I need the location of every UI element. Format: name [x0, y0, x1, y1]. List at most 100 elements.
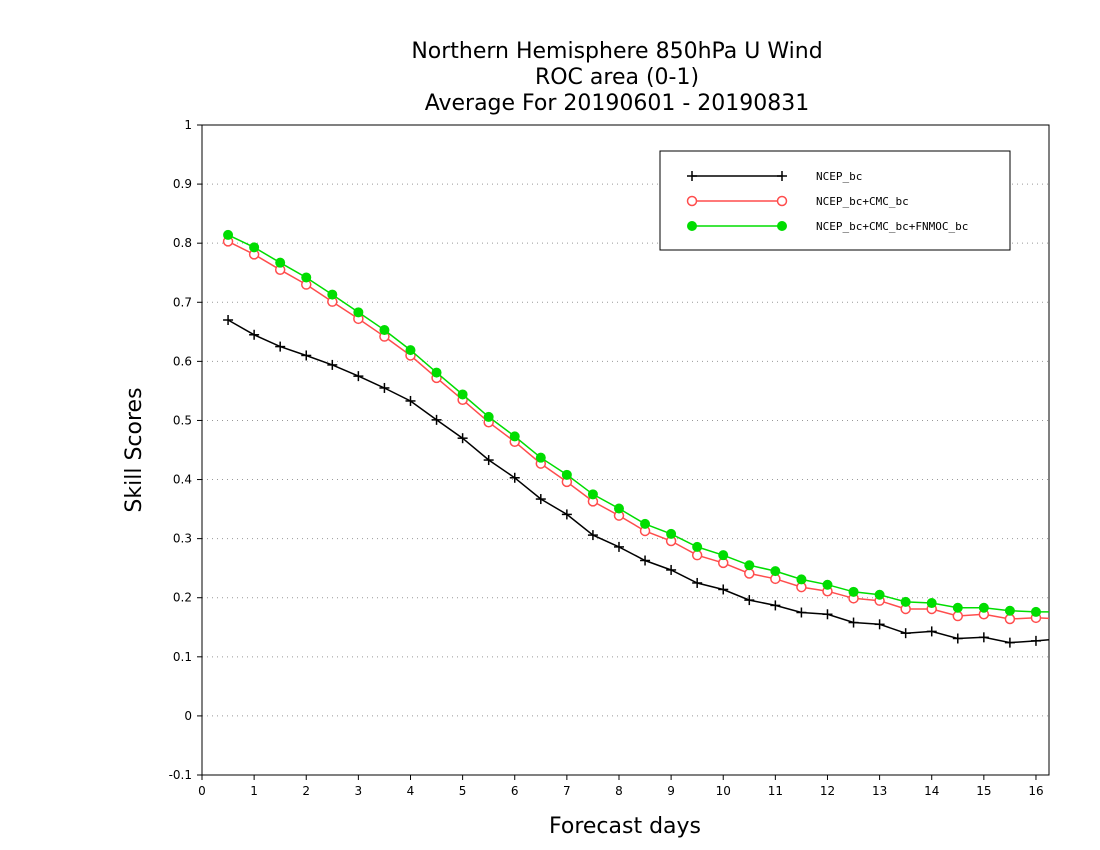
- data-point: [249, 242, 260, 253]
- legend-marker: [776, 195, 788, 207]
- data-point: [770, 600, 781, 611]
- data-point: [535, 452, 546, 463]
- data-point: [640, 518, 651, 529]
- data-point: [718, 550, 729, 561]
- title-line-2: ROC area (0-1): [535, 65, 699, 90]
- x-tick-label: 4: [407, 784, 415, 798]
- x-tick-label: 14: [924, 784, 939, 798]
- legend-label: NCEP_bc+CMC_bc: [816, 195, 909, 208]
- data-point: [223, 229, 234, 240]
- data-point: [509, 431, 520, 442]
- x-tick-label: 12: [820, 784, 835, 798]
- x-tick-label: 8: [615, 784, 623, 798]
- legend: NCEP_bc NCEP_bc+CMC_bc NCEP_bc+CMC_bc+FNMO…: [659, 150, 1011, 251]
- x-tick-label: 3: [355, 784, 363, 798]
- x-tick-label: 16: [1028, 784, 1043, 798]
- data-point: [744, 560, 755, 571]
- data-point: [666, 564, 677, 575]
- data-point: [483, 411, 494, 422]
- data-point: [561, 509, 572, 520]
- grid: [202, 183, 1049, 717]
- y-tick-label: 1: [184, 118, 192, 132]
- legend-entry-1: NCEP_bc: [687, 170, 862, 183]
- data-point: [1030, 635, 1041, 646]
- y-tick-label: 0.4: [173, 473, 192, 487]
- data-point: [744, 595, 755, 606]
- data-point: [535, 494, 546, 505]
- x-tick-label: 1: [250, 784, 258, 798]
- y-axis-ticks: -0.1 0 0.1 0.2 0.3 0.4 0.5 0.6 0.7 0.8 0.9 1: [169, 118, 202, 782]
- legend-marker: [687, 171, 697, 181]
- y-tick-label: 0.9: [173, 177, 192, 191]
- data-point: [483, 455, 494, 466]
- series-line: [227, 234, 1049, 613]
- data-point: [587, 489, 598, 500]
- data-point: [301, 272, 312, 283]
- data-point: [952, 610, 964, 622]
- data-point: [457, 389, 468, 400]
- y-tick-label: 0.6: [173, 354, 192, 368]
- data-point: [822, 579, 833, 590]
- data-point: [431, 367, 442, 378]
- data-point: [822, 609, 833, 620]
- x-tick-label: 9: [667, 784, 675, 798]
- legend-marker: [777, 221, 787, 231]
- x-tick-label: 10: [716, 784, 731, 798]
- data-point: [796, 607, 807, 618]
- legend-label: NCEP_bc: [816, 170, 862, 183]
- data-point: [640, 555, 651, 566]
- title-line-1: Northern Hemisphere 850hPa U Wind: [411, 39, 822, 64]
- data-point: [561, 469, 572, 480]
- y-tick-label: 0.7: [173, 295, 192, 309]
- series-3: [223, 229, 1049, 617]
- data-point: [431, 414, 442, 425]
- data-point: [692, 541, 703, 552]
- data-point: [1004, 605, 1015, 616]
- title-line-3: Average For 20190601 - 20190831: [425, 91, 810, 116]
- legend-label: NCEP_bc+CMC_bc+FNMOC_bc: [816, 220, 968, 233]
- data-point: [613, 541, 624, 552]
- data-point: [874, 619, 885, 630]
- legend-marker: [777, 171, 787, 181]
- data-point: [691, 549, 703, 561]
- data-point: [223, 315, 234, 325]
- data-point: [353, 307, 364, 318]
- y-tick-label: 0.5: [173, 413, 192, 427]
- data-point: [249, 329, 260, 340]
- data-point: [926, 626, 937, 637]
- data-point: [874, 589, 885, 600]
- series-1: [223, 315, 1050, 648]
- data-point: [509, 472, 520, 483]
- data-point: [952, 602, 963, 613]
- y-axis-label: Skill Scores: [122, 387, 147, 512]
- data-point: [900, 596, 911, 607]
- data-point: [327, 359, 338, 370]
- data-point: [952, 633, 963, 644]
- y-tick-label: -0.1: [169, 768, 192, 782]
- data-point: [327, 289, 338, 300]
- data-point: [353, 371, 364, 382]
- data-point: [666, 528, 677, 539]
- data-point: [457, 433, 468, 444]
- data-point: [379, 325, 390, 336]
- x-tick-label: 13: [872, 784, 887, 798]
- data-point: [770, 566, 781, 577]
- data-point: [796, 574, 807, 585]
- data-point: [848, 617, 859, 628]
- y-tick-label: 0.8: [173, 236, 192, 250]
- legend-entry-2: NCEP_bc+CMC_bc: [686, 195, 909, 208]
- legend-entry-3: NCEP_bc+CMC_bc+FNMOC_bc: [687, 220, 968, 233]
- x-tick-label: 6: [511, 784, 519, 798]
- data-point: [978, 632, 989, 643]
- legend-marker: [686, 195, 698, 207]
- x-axis-label: Forecast days: [549, 814, 701, 839]
- y-tick-label: 0: [184, 709, 192, 723]
- series: [222, 229, 1050, 648]
- series-line: [227, 240, 1050, 620]
- data-point: [848, 586, 859, 597]
- data-point: [744, 568, 755, 579]
- data-point: [379, 382, 390, 393]
- data-point: [587, 530, 598, 541]
- x-axis-ticks: 0 1 2 3 4 5 6 7 8 9 10 11 12 13 14 15 16: [198, 775, 1044, 798]
